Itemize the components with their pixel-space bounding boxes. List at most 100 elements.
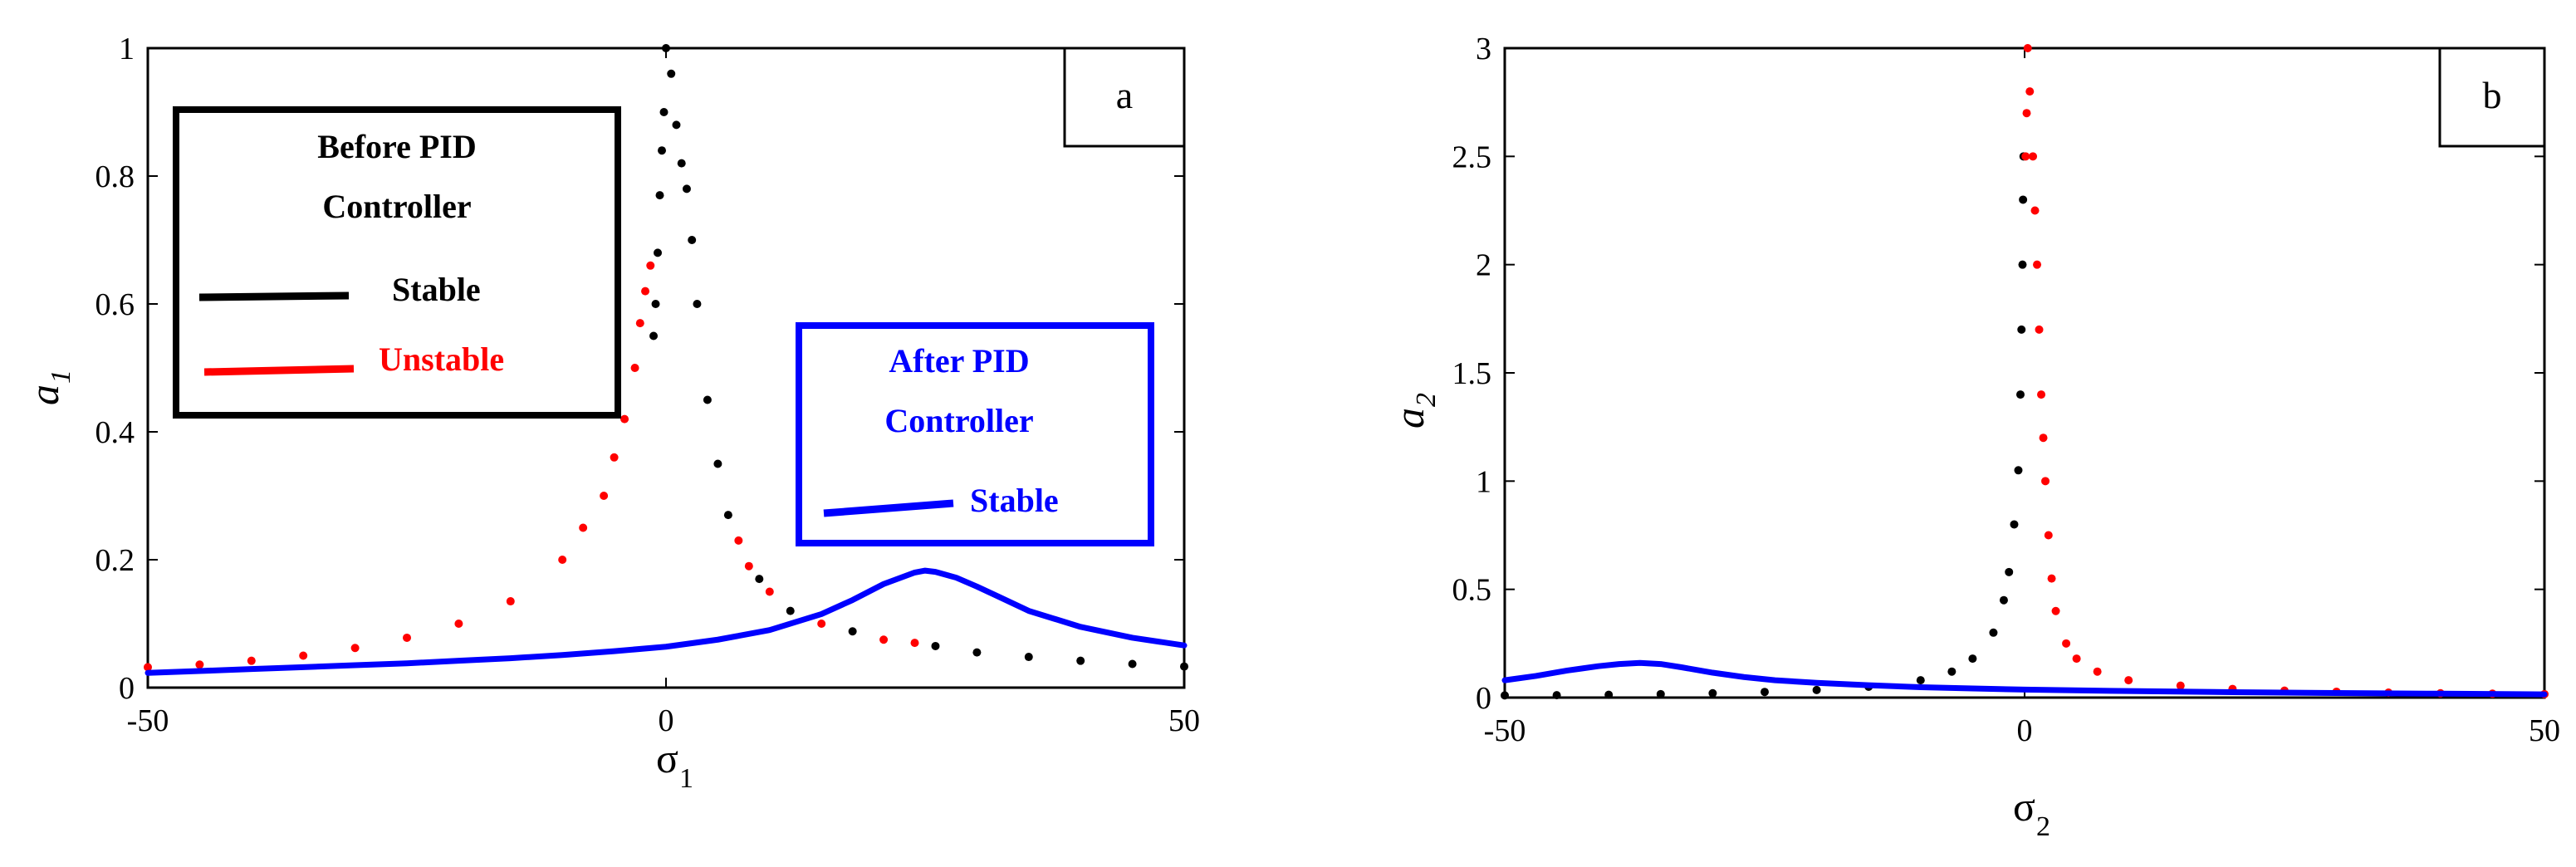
data-point-before-pid-a xyxy=(667,70,675,78)
data-point-before-pid-stable-b xyxy=(1813,686,1821,694)
data-point-before-pid-a xyxy=(817,620,825,628)
y-axis-label-a-sub: 1 xyxy=(46,370,76,384)
y-tick-label-a: 0.8 xyxy=(95,159,135,194)
data-point-before-pid-stable-b xyxy=(1917,676,1925,684)
data-point-before-pid-a xyxy=(646,262,654,270)
data-point-before-pid-a xyxy=(931,642,939,650)
legend-after-stable-label: Stable xyxy=(970,482,1059,519)
data-point-before-pid-a xyxy=(658,146,666,154)
plot-area-b xyxy=(1505,48,2544,698)
data-point-before-pid-a xyxy=(654,248,662,257)
data-point-before-pid-unstable-b xyxy=(2031,207,2040,215)
data-point-before-pid-a xyxy=(558,556,566,564)
legend-after-pid: After PID Controller Stable xyxy=(799,326,1151,543)
y-axis-label-b-main: a xyxy=(1386,408,1432,429)
data-point-before-pid-a xyxy=(713,460,722,468)
legend-unstable-swatch xyxy=(204,369,354,372)
data-point-before-pid-unstable-b xyxy=(2177,682,2185,690)
x-axis-label-a-sub: 1 xyxy=(679,763,693,794)
data-point-before-pid-stable-b xyxy=(2019,195,2027,203)
y-tick-label-b: 0 xyxy=(1476,681,1491,716)
y-tick-label-a: 0.4 xyxy=(95,415,135,450)
x-axis-label-b: σ xyxy=(2013,783,2035,830)
y-axis-label-b: a 2 xyxy=(1386,393,1442,429)
data-point-before-pid-unstable-b xyxy=(2041,477,2050,485)
data-point-before-pid-a xyxy=(678,159,686,168)
data-point-before-pid-stable-b xyxy=(1553,691,1561,699)
data-point-before-pid-unstable-b xyxy=(2073,654,2081,663)
data-point-before-pid-unstable-b xyxy=(2035,326,2044,334)
data-point-before-pid-a xyxy=(703,396,712,404)
data-point-before-pid-a xyxy=(911,639,919,647)
data-point-before-pid-a xyxy=(693,300,701,308)
data-point-before-pid-a xyxy=(724,511,732,519)
legend-after-pid-title-line2: Controller xyxy=(884,402,1033,439)
data-point-before-pid-a xyxy=(734,536,742,545)
y-tick-label-b: 3 xyxy=(1476,32,1491,66)
y-tick-label-b: 1.5 xyxy=(1452,356,1492,391)
data-point-before-pid-stable-b xyxy=(2000,596,2008,605)
data-point-before-pid-unstable-b xyxy=(2124,676,2133,684)
data-point-before-pid-unstable-b xyxy=(2052,607,2060,615)
data-point-before-pid-a xyxy=(660,108,668,116)
data-point-before-pid-stable-b xyxy=(1968,654,1976,663)
y-tick-label-a: 1 xyxy=(119,32,135,66)
y-tick-label-b: 2.5 xyxy=(1452,140,1492,174)
legend-after-pid-title-line1: After PID xyxy=(889,342,1029,380)
data-point-before-pid-a xyxy=(755,575,763,583)
data-point-before-pid-unstable-b xyxy=(2029,152,2037,160)
data-point-before-pid-a xyxy=(672,120,680,129)
x-axis-label-b-sub: 2 xyxy=(2036,811,2050,842)
data-point-before-pid-a xyxy=(579,524,587,532)
data-point-before-pid-a xyxy=(879,635,888,644)
data-point-before-pid-a xyxy=(247,657,256,665)
data-point-before-pid-a xyxy=(786,607,795,615)
panel-label-a: a xyxy=(1116,74,1133,116)
data-point-before-pid-unstable-b xyxy=(2037,390,2045,399)
y-tick-label-a: 0.6 xyxy=(95,287,135,322)
data-point-before-pid-a xyxy=(195,660,203,669)
data-point-before-pid-a xyxy=(849,627,857,635)
data-point-before-pid-stable-b xyxy=(1501,691,1509,699)
data-point-before-pid-a xyxy=(403,634,411,642)
legend-before-pid: Before PID Controller Stable Unstable xyxy=(176,110,618,415)
data-point-before-pid-a xyxy=(1076,657,1085,665)
data-point-before-pid-unstable-b xyxy=(2033,261,2041,269)
data-point-before-pid-a xyxy=(652,300,660,308)
data-point-before-pid-unstable-b xyxy=(2021,152,2030,160)
data-point-before-pid-a xyxy=(766,588,774,596)
data-point-before-pid-a xyxy=(610,453,619,462)
data-point-before-pid-a xyxy=(972,649,981,657)
data-point-before-pid-unstable-b xyxy=(2045,531,2053,540)
x-tick-label-b: 0 xyxy=(2017,713,2033,748)
data-point-before-pid-a xyxy=(507,597,515,605)
data-point-before-pid-stable-b xyxy=(2016,390,2025,399)
data-point-before-pid-unstable-b xyxy=(2023,109,2031,117)
x-axis-label-a: σ xyxy=(656,735,678,781)
legend-before-pid-title-line2: Controller xyxy=(322,188,471,225)
y-axis-label-a-main: a xyxy=(21,385,67,405)
data-point-before-pid-unstable-b xyxy=(2062,639,2070,648)
data-point-before-pid-unstable-b xyxy=(2040,434,2048,442)
data-point-before-pid-a xyxy=(600,492,608,500)
data-point-before-pid-a xyxy=(656,191,664,199)
y-tick-label-b: 1 xyxy=(1476,464,1491,499)
data-point-before-pid-a xyxy=(662,44,670,52)
data-point-before-pid-stable-b xyxy=(2017,326,2025,334)
data-point-before-pid-a xyxy=(683,184,691,193)
y-axis-label-b-sub: 2 xyxy=(1411,393,1442,407)
data-point-before-pid-unstable-b xyxy=(2025,87,2034,96)
legend-stable-swatch xyxy=(199,296,349,297)
data-point-before-pid-a xyxy=(1025,653,1033,661)
data-point-before-pid-a xyxy=(631,364,639,372)
y-tick-label-b: 2 xyxy=(1476,248,1491,283)
data-point-before-pid-a xyxy=(745,562,753,571)
data-point-before-pid-stable-b xyxy=(2010,520,2018,528)
data-point-before-pid-stable-b xyxy=(1657,690,1665,698)
data-point-before-pid-a xyxy=(688,236,696,244)
y-tick-label-a: 0 xyxy=(119,671,135,706)
x-tick-label-a: -50 xyxy=(127,703,169,738)
legend-before-pid-title-line1: Before PID xyxy=(317,128,476,165)
